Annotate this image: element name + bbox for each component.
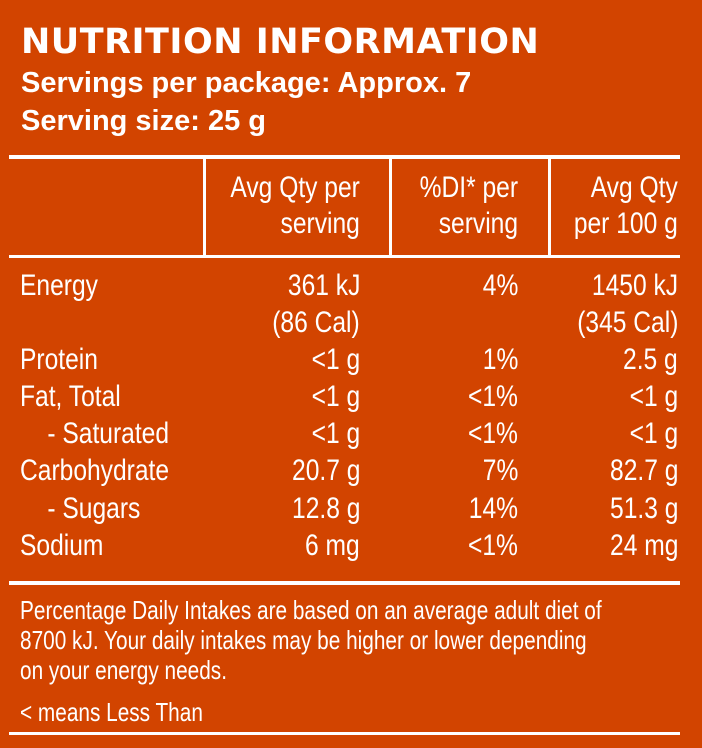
header-divider-2 xyxy=(389,159,392,255)
header-line: serving xyxy=(438,207,518,240)
top-rule xyxy=(9,155,680,159)
carbohydrate-per-serving: 20.7 g xyxy=(291,454,360,487)
row-label-carbohydrate: Carbohydrate xyxy=(20,454,170,487)
sodium-per-100g: 24 mg xyxy=(609,529,678,562)
footnote-line: 8700 kJ. Your daily intakes may be highe… xyxy=(20,625,587,655)
footnote-line: Percentage Daily Intakes are based on an… xyxy=(20,595,602,625)
header-di-per-serving: %DI* per serving xyxy=(420,170,518,242)
header-line: serving xyxy=(280,207,360,240)
saturated-per-serving: <1 g xyxy=(311,417,360,450)
saturated-per-100g: <1 g xyxy=(629,417,678,450)
fat-per-serving: <1 g xyxy=(311,380,360,413)
saturated-di: <1% xyxy=(468,417,518,450)
energy-per-serving: 361 kJ xyxy=(287,269,360,302)
row-label-saturated: - Saturated xyxy=(20,417,170,450)
header-line: per 100 g xyxy=(574,207,678,240)
bottom-rule xyxy=(9,732,680,735)
carbohydrate-di: 7% xyxy=(482,454,518,487)
sugars-per-100g: 51.3 g xyxy=(609,492,678,525)
header-avg-qty-per-100g: Avg Qty per 100 g xyxy=(574,170,678,242)
sodium-per-serving: 6 mg xyxy=(305,529,360,562)
energy-di: 4% xyxy=(482,269,518,302)
header-line: %DI* per xyxy=(419,171,518,204)
serving-size: Serving size: 25 g xyxy=(21,105,266,137)
protein-per-serving: <1 g xyxy=(311,343,360,376)
sodium-di: <1% xyxy=(468,529,518,562)
header-rule xyxy=(9,255,680,258)
row-label-fat-total: Fat, Total xyxy=(20,380,121,413)
table-bottom-rule xyxy=(9,581,680,585)
energy-cal-per-100g: (345 Cal) xyxy=(576,306,678,339)
sugars-di: 14% xyxy=(468,492,518,525)
less-than-note: < means Less Than xyxy=(20,697,203,727)
energy-cal-per-serving: (86 Cal) xyxy=(272,306,360,339)
header-line: Avg Qty xyxy=(590,171,678,204)
fat-di: <1% xyxy=(468,380,518,413)
row-label-protein: Protein xyxy=(20,343,98,376)
header-divider-3 xyxy=(548,159,551,255)
protein-per-100g: 2.5 g xyxy=(623,343,678,376)
row-label-sodium: Sodium xyxy=(20,529,104,562)
header-divider-1 xyxy=(203,159,206,255)
protein-di: 1% xyxy=(482,343,518,376)
panel-title: NUTRITION INFORMATION xyxy=(21,22,540,62)
footnote-line: on your energy needs. xyxy=(20,655,227,685)
header-line: Avg Qty per xyxy=(230,171,360,204)
servings-per-package: Servings per package: Approx. 7 xyxy=(21,67,472,99)
row-label-sugars: - Sugars xyxy=(20,492,141,525)
carbohydrate-per-100g: 82.7 g xyxy=(609,454,678,487)
sugars-per-serving: 12.8 g xyxy=(291,492,360,525)
header-avg-qty-per-serving: Avg Qty per serving xyxy=(231,170,360,242)
fat-per-100g: <1 g xyxy=(629,380,678,413)
energy-per-100g: 1450 kJ xyxy=(591,269,678,302)
row-label-energy: Energy xyxy=(20,269,98,302)
